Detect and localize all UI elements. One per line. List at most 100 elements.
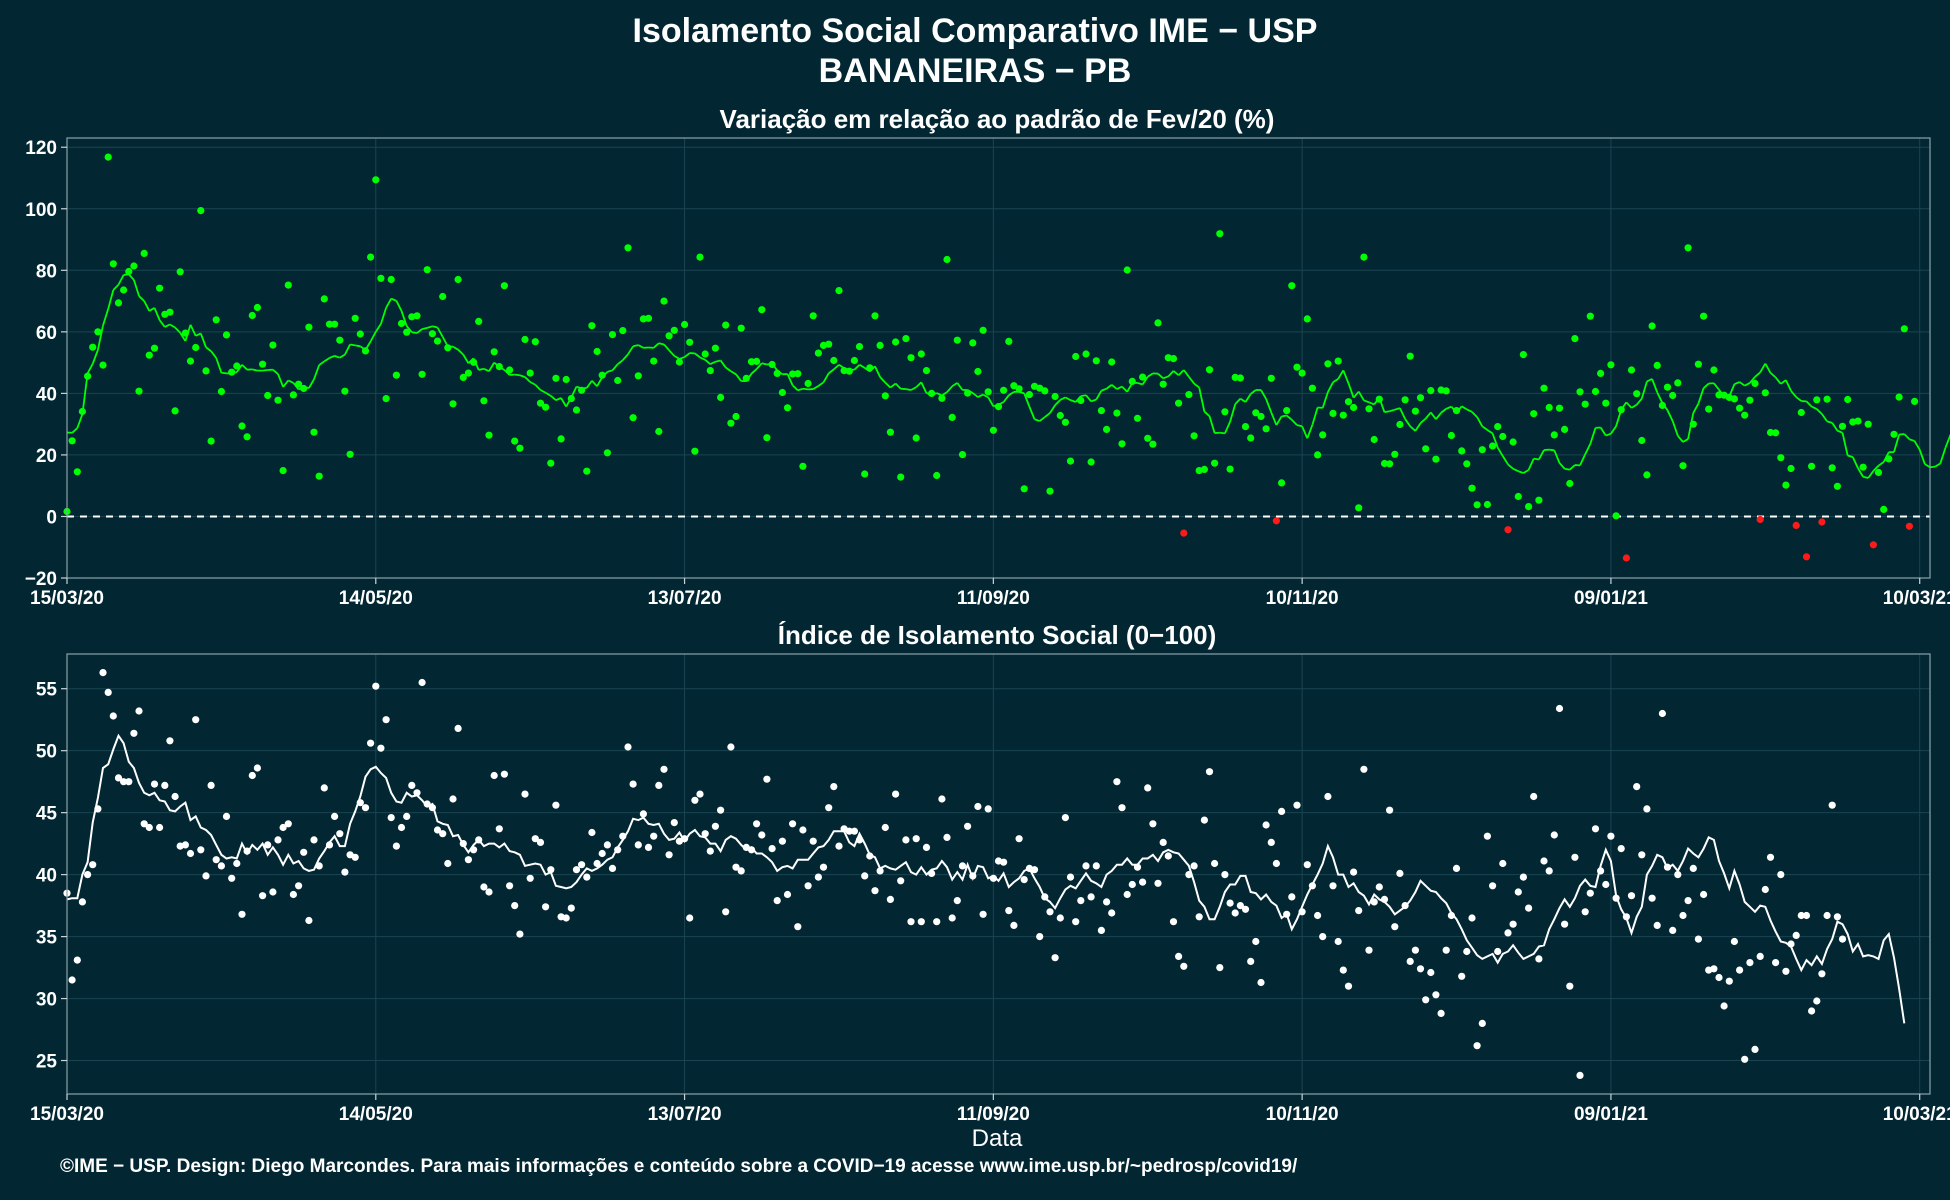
moving-average-segment [1599, 427, 1607, 437]
y-tick-label: 80 [36, 261, 57, 282]
moving-average-segment [1239, 397, 1247, 403]
data-point [1149, 440, 1157, 448]
data-point [1622, 554, 1630, 562]
moving-average-segment [894, 382, 902, 390]
data-point [1782, 967, 1790, 975]
data-point [1133, 414, 1142, 422]
data-point [835, 842, 843, 850]
moving-average-segment [1167, 370, 1175, 378]
data-point [207, 437, 215, 445]
data-point [310, 428, 318, 436]
moving-average-segment [1424, 411, 1432, 420]
moving-average-segment [755, 362, 763, 370]
data-point [1190, 432, 1198, 440]
moving-average-segment [426, 325, 433, 329]
data-point [403, 328, 411, 336]
data-point [1525, 503, 1533, 511]
data-point [197, 207, 205, 215]
data-point [691, 796, 699, 804]
data-point [665, 851, 673, 859]
data-point [94, 805, 102, 813]
data-point [706, 847, 714, 855]
data-point [876, 867, 884, 875]
data-point [933, 918, 941, 926]
moving-average-segment [1106, 384, 1113, 390]
data-point [475, 836, 483, 844]
data-point [269, 341, 277, 349]
moving-average-segment [221, 371, 227, 375]
data-point [1314, 911, 1322, 920]
moving-average-segment [550, 395, 557, 401]
moving-average-segment [416, 328, 423, 334]
data-point [439, 830, 447, 838]
moving-average-segment [1656, 392, 1664, 404]
data-point [655, 427, 663, 436]
data-point [917, 350, 925, 358]
index-points [63, 669, 1847, 1079]
data-point [1874, 468, 1883, 477]
location-title: BANANEIRAS − PB [818, 52, 1132, 90]
data-point [1576, 388, 1584, 396]
data-point [1715, 391, 1723, 399]
data-point [444, 344, 452, 352]
data-point [1813, 396, 1821, 404]
data-point [1607, 361, 1615, 369]
data-point [1030, 866, 1039, 874]
data-point [799, 826, 807, 834]
data-point [1782, 481, 1790, 489]
data-point [1416, 394, 1425, 402]
x-tick-label: 11/09/20 [957, 588, 1030, 609]
data-point [181, 329, 189, 337]
data-point [608, 331, 617, 339]
data-point [547, 459, 555, 467]
data-point [1730, 937, 1738, 946]
data-point [778, 388, 787, 397]
data-point [1535, 955, 1543, 963]
data-point [1169, 355, 1178, 363]
data-point [444, 859, 452, 868]
data-point [1339, 411, 1347, 419]
data-point [1550, 431, 1558, 439]
data-point [1406, 957, 1414, 966]
data-point [1257, 412, 1265, 421]
data-point [1689, 864, 1697, 873]
data-point [778, 837, 787, 845]
data-point [917, 918, 925, 926]
data-point [331, 812, 339, 821]
moving-average-segment [545, 391, 552, 397]
data-point [964, 822, 972, 830]
moving-average-segment [308, 378, 315, 389]
data-point [521, 790, 529, 798]
x-tick-label: 14/05/20 [339, 588, 413, 609]
y-tick-label: 120 [25, 138, 57, 159]
moving-average-segment [1899, 433, 1905, 436]
data-point [392, 371, 400, 379]
moving-average-segment [405, 325, 413, 333]
data-point [78, 898, 86, 906]
data-point [598, 371, 606, 379]
data-point [876, 341, 884, 349]
moving-average-segment [1023, 393, 1031, 407]
data-point [1113, 778, 1121, 786]
moving-average-segment [1265, 398, 1273, 413]
data-point [722, 321, 730, 329]
data-point [495, 363, 503, 371]
data-point [1823, 911, 1831, 920]
data-point [1205, 768, 1214, 776]
data-point [1200, 465, 1208, 473]
data-point [1854, 417, 1862, 425]
moving-average-segment [1368, 401, 1375, 406]
data-point [974, 802, 982, 811]
moving-average-segment [750, 368, 758, 375]
data-point [634, 372, 642, 380]
moving-average-segment [421, 326, 428, 330]
moving-average-segment [1774, 376, 1782, 385]
data-point [1123, 890, 1131, 899]
data-point [1869, 541, 1877, 549]
data-point [938, 394, 946, 402]
moving-average-segment [1878, 461, 1885, 467]
data-point [284, 820, 292, 828]
moving-average-segment [1512, 467, 1519, 473]
data-point [696, 253, 704, 261]
y-tick-label: 20 [36, 446, 57, 467]
